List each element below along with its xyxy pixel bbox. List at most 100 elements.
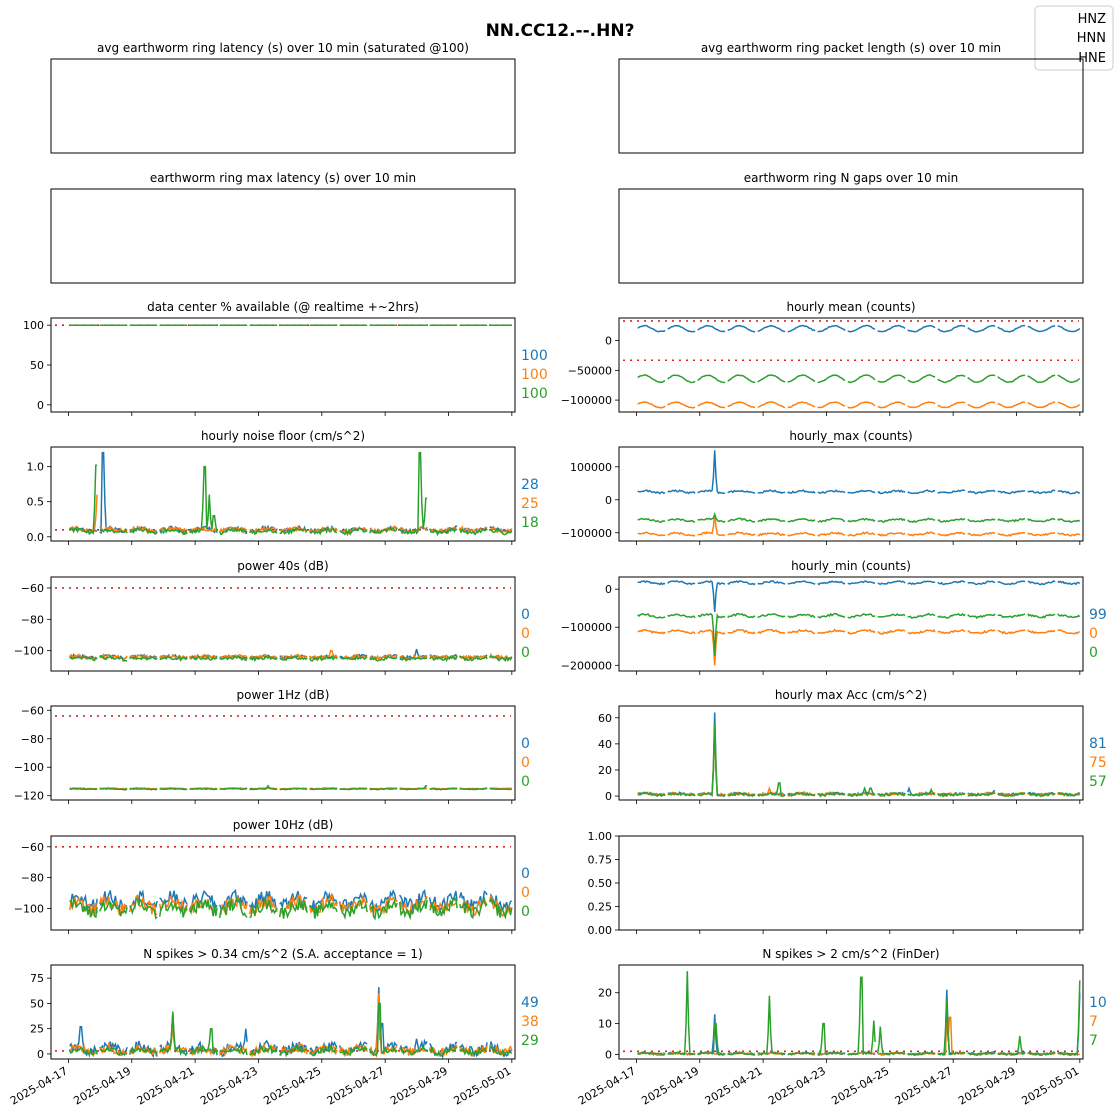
series-line-hne — [69, 896, 513, 921]
latest-value-label: 0 — [521, 645, 530, 661]
panel-p14: N spikes > 0.34 cm/s^2 (S.A. acceptance … — [30, 947, 539, 1063]
series-line-hne — [637, 511, 1081, 524]
axes-frame — [618, 835, 1084, 931]
latest-value-label: 0 — [521, 626, 530, 642]
latest-value-label: 100 — [521, 386, 548, 402]
y-tick-label: −80 — [21, 733, 44, 746]
y-tick-label: −60 — [21, 704, 44, 717]
latest-value-label: 0 — [1089, 626, 1098, 642]
x-tick-label: 2025-04-19 — [639, 1064, 701, 1107]
figure-title: NN.CC12.--.HN? — [486, 21, 635, 41]
latest-value-label: 0 — [1089, 645, 1098, 661]
series-line-hnz — [637, 324, 1081, 333]
latest-value-label: 7 — [1089, 1033, 1098, 1049]
panel-p10: power 1Hz (dB) −60 −80 −100 −120 0 0 0 — [14, 688, 530, 804]
series-line-hne — [69, 1002, 513, 1058]
x-tick-label: 2025-04-27 — [893, 1064, 955, 1107]
latest-value-label: 81 — [1089, 736, 1107, 752]
series-line-hne — [637, 374, 1081, 384]
latest-value-label: 7 — [1089, 1014, 1098, 1030]
x-tick-label: 2025-04-19 — [71, 1064, 133, 1107]
latest-value-label: 0 — [521, 885, 530, 901]
series-line-hnz — [69, 451, 513, 535]
latest-value-label: 25 — [521, 496, 539, 512]
panel-title: hourly noise floor (cm/s^2) — [201, 429, 365, 443]
y-tick-label: 100 — [23, 319, 44, 332]
y-tick-label: −80 — [21, 613, 44, 626]
y-tick-label: 60 — [598, 712, 612, 725]
panel-title: hourly max Acc (cm/s^2) — [775, 688, 927, 702]
axes-frame — [618, 705, 1084, 801]
y-tick-label: −60 — [21, 841, 44, 854]
panel-title: earthworm ring max latency (s) over 10 m… — [150, 171, 416, 185]
panels: avg earthworm ring latency (s) over 10 m… — [8, 41, 1107, 1108]
axes-frame — [50, 188, 516, 284]
y-tick-label: −100000 — [561, 527, 612, 540]
series-line-hne — [69, 784, 512, 791]
panel-title: data center % available (@ realtime +~2h… — [147, 300, 419, 314]
latest-value-label: 75 — [1089, 755, 1107, 771]
legend-label-hnz: HNZ — [1078, 12, 1107, 27]
panel-title: power 40s (dB) — [237, 559, 328, 573]
y-tick-label: −100 — [14, 761, 44, 774]
panel-title: hourly_min (counts) — [791, 559, 911, 573]
axes-frame — [50, 576, 516, 672]
latest-value-label: 0 — [521, 866, 530, 882]
panel-p15: N spikes > 2 cm/s^2 (FinDer) 20 10 0 10 7 7 — [598, 947, 1107, 1063]
axes-frame — [50, 58, 516, 154]
y-tick-label: −50000 — [568, 364, 612, 377]
panel-p7: hourly_max (counts) 100000 0 −100000 — [561, 429, 1084, 545]
y-tick-label: 20 — [598, 987, 612, 1000]
latest-value-label: 57 — [1089, 774, 1107, 790]
y-tick-label: 0 — [37, 399, 44, 412]
x-tick-label: 2025-04-23 — [766, 1064, 828, 1107]
x-tick-label: 2025-04-17 — [576, 1064, 638, 1107]
series-line-hnz — [69, 987, 513, 1060]
axes-frame — [618, 446, 1084, 542]
y-tick-label: 0 — [605, 583, 612, 596]
axes-frame — [50, 835, 516, 931]
latest-value-label: 0 — [521, 904, 530, 920]
x-tick-label: 2025-04-21 — [135, 1064, 197, 1107]
panel-p2: earthworm ring max latency (s) over 10 m… — [50, 171, 516, 284]
series-line-hnn — [69, 494, 513, 536]
y-tick-label: 1.0 — [27, 461, 45, 474]
y-tick-label: 75 — [30, 972, 44, 985]
panel-title: earthworm ring N gaps over 10 min — [744, 171, 958, 185]
latest-value-label: 38 — [521, 1014, 539, 1030]
latest-value-label: 100 — [521, 348, 548, 364]
y-tick-label: 0 — [605, 335, 612, 348]
panel-title: N spikes > 0.34 cm/s^2 (S.A. acceptance … — [143, 947, 422, 961]
x-tick-label: 2025-04-23 — [198, 1064, 260, 1107]
y-tick-label: 0.5 — [27, 496, 45, 509]
y-tick-label: 0 — [605, 790, 612, 803]
legend-label-hne: HNE — [1078, 51, 1106, 66]
y-tick-label: 0.0 — [27, 531, 45, 544]
axes-frame — [50, 964, 516, 1060]
latest-value-label: 99 — [1089, 607, 1107, 623]
latest-value-label: 0 — [521, 607, 530, 623]
latest-value-label: 0 — [521, 736, 530, 752]
panel-p5: hourly mean (counts) 0 −50000 −100000 — [561, 300, 1084, 416]
x-tick-label: 2025-05-01 — [1019, 1064, 1081, 1107]
y-tick-label: −100 — [14, 645, 44, 658]
series-line-hne — [637, 971, 1081, 1057]
axes-frame — [618, 964, 1084, 1060]
axes-frame — [50, 446, 516, 542]
panel-title: N spikes > 2 cm/s^2 (FinDer) — [762, 947, 939, 961]
x-tick-label: 2025-04-29 — [388, 1064, 450, 1107]
y-tick-label: 0 — [605, 494, 612, 507]
y-tick-label: 1.00 — [588, 830, 613, 843]
legend-frame — [1034, 5, 1114, 71]
y-tick-label: 100000 — [570, 461, 612, 474]
y-tick-label: −80 — [21, 872, 44, 885]
latest-value-label: 18 — [521, 515, 539, 531]
y-tick-label: 0 — [605, 1048, 612, 1061]
panel-p4: data center % available (@ realtime +~2h… — [23, 300, 548, 416]
panel-p3: earthworm ring N gaps over 10 min — [618, 171, 1084, 284]
y-tick-label: 50 — [30, 359, 44, 372]
panel-p8: power 40s (dB) −60 −80 −100 0 0 0 — [14, 559, 530, 675]
y-tick-label: 0 — [37, 1048, 44, 1061]
series-line-hnn — [637, 628, 1080, 666]
